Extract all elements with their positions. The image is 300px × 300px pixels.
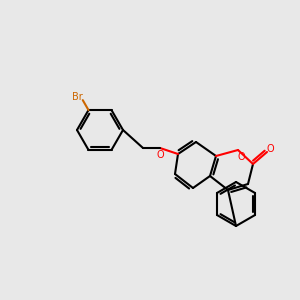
Text: O: O <box>156 150 164 160</box>
Text: O: O <box>266 144 274 154</box>
Text: O: O <box>237 152 245 162</box>
Text: Br: Br <box>72 92 83 102</box>
